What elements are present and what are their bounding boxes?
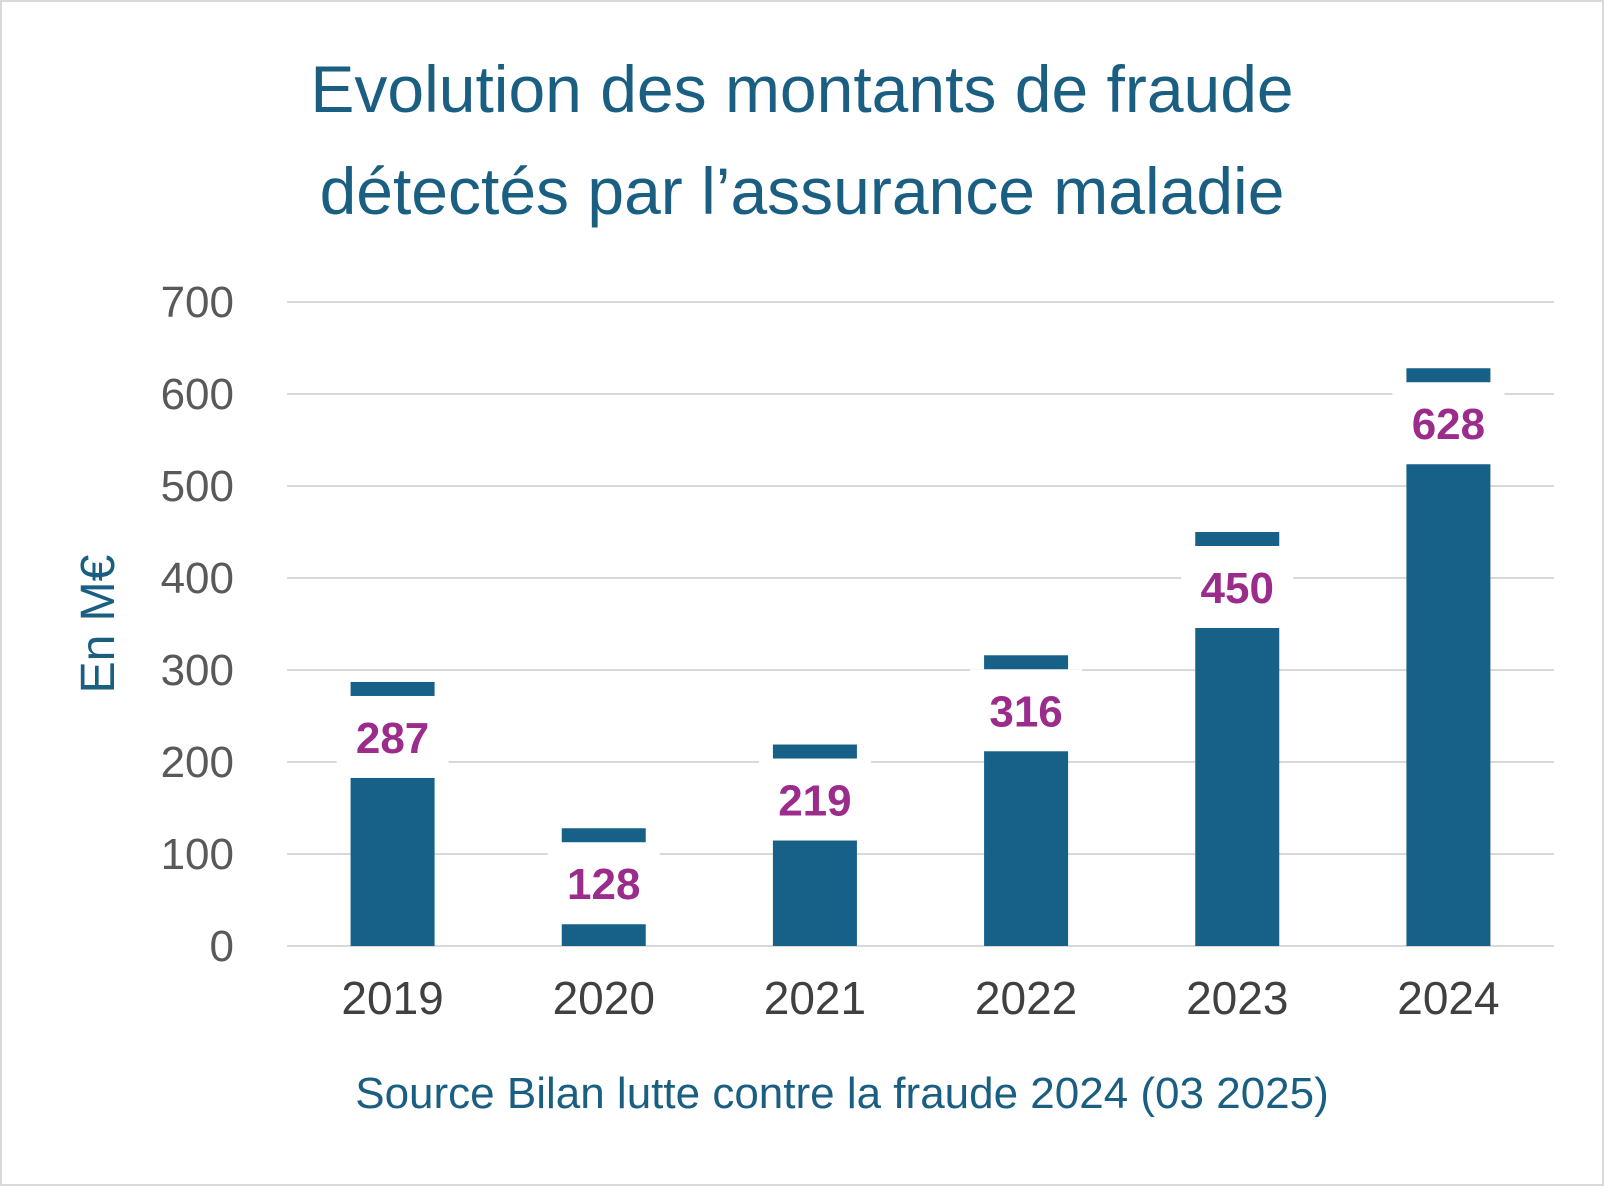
- bar-2024: [1406, 368, 1491, 946]
- x-axis-categories: 2019 2020 2021 2022 2023 2024: [341, 972, 1499, 1024]
- y-tick-label: 400: [161, 554, 234, 603]
- y-axis-label: En M€: [72, 554, 125, 693]
- y-tick-label: 0: [210, 922, 234, 971]
- data-label-2020: 128: [567, 860, 640, 909]
- x-category-label: 2019: [341, 972, 443, 1024]
- chart-title-line-1: Evolution des montants de fraude: [310, 52, 1293, 126]
- data-label-2019: 287: [356, 714, 429, 763]
- gridlines: [287, 301, 1554, 947]
- x-category-label: 2021: [764, 972, 866, 1024]
- y-tick-label: 100: [161, 830, 234, 879]
- x-category-label: 2020: [553, 972, 655, 1024]
- x-category-label: 2023: [1186, 972, 1288, 1024]
- y-axis-ticks: 0 100 200 300 400 500 600 700: [161, 278, 234, 971]
- data-label-box: [1392, 382, 1505, 465]
- data-label-box: [1181, 546, 1294, 628]
- data-label-box: [336, 695, 449, 778]
- y-tick-label: 600: [161, 370, 234, 419]
- x-category-label: 2024: [1397, 972, 1499, 1024]
- data-label-box: [547, 842, 660, 925]
- chart-title-line-2: détectés par l’assurance maladie: [320, 154, 1285, 228]
- data-label-2023: 450: [1201, 564, 1274, 613]
- data-label-2021: 219: [778, 777, 851, 826]
- data-label-2022: 316: [989, 687, 1062, 736]
- data-label-2024: 628: [1412, 400, 1485, 449]
- source-note: Source Bilan lutte contre la fraude 2024…: [355, 1069, 1329, 1118]
- data-label-box: [970, 669, 1083, 752]
- y-tick-label: 700: [161, 278, 234, 327]
- data-label-box: [758, 758, 871, 841]
- y-tick-label: 200: [161, 738, 234, 787]
- bars: 287 128 219 316 450 628: [336, 368, 1505, 946]
- x-category-label: 2022: [975, 972, 1077, 1024]
- y-tick-label: 500: [161, 462, 234, 511]
- y-tick-label: 300: [161, 646, 234, 695]
